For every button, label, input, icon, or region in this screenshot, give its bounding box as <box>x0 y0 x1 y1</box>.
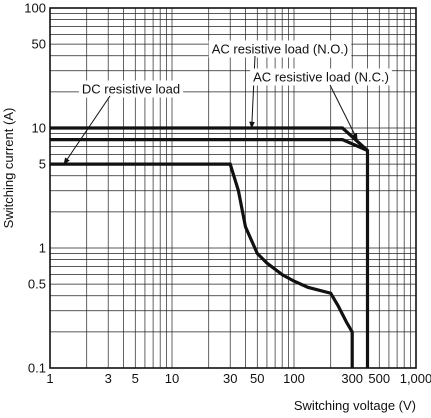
series-line-3 <box>50 162 354 368</box>
x-tick-label: 10 <box>165 371 179 386</box>
annotations: AC resistive load (N.O.) AC resistive loa… <box>63 40 392 165</box>
annotation-label: DC resistive load <box>82 82 180 97</box>
y-tick-label: 100 <box>24 1 46 16</box>
y-tick-label: 50 <box>32 37 46 52</box>
series-line-2 <box>50 138 369 152</box>
x-tick-label: 5 <box>132 371 139 386</box>
x-tick-label: 3 <box>105 371 112 386</box>
tick-labels: 1 3 5 10 30 50 100 300 500 1,000 0.1 0.5 1 5 10 50 100 <box>24 1 431 387</box>
annotation-arrow <box>249 55 256 129</box>
x-tick-label: 100 <box>283 371 305 386</box>
x-axis-label: Switching voltage (V) <box>294 398 416 413</box>
plot-frame <box>49 7 417 369</box>
annotation-label: AC resistive load (N.O.) <box>212 42 349 57</box>
y-tick-label: 10 <box>32 121 46 136</box>
y-axis-label: Switching current (A) <box>1 108 16 229</box>
x-tick-label: 1 <box>46 371 53 386</box>
annotation-box <box>78 80 184 98</box>
x-tick-label: 1,000 <box>400 371 431 386</box>
x-tick-label: 30 <box>223 371 237 386</box>
x-tick-label: 300 <box>341 371 363 386</box>
annotation-box <box>250 68 392 86</box>
annotation-arrow <box>329 84 358 141</box>
y-tick-label: 0.5 <box>28 277 46 292</box>
annotation-arrow <box>63 95 111 165</box>
y-tick-label: 1 <box>39 241 46 256</box>
x-tick-label: 500 <box>368 371 390 386</box>
x-tick-label: 50 <box>250 371 264 386</box>
y-tick-label: 5 <box>39 157 46 172</box>
annotation-box <box>208 40 352 58</box>
y-tick-label: 0.1 <box>28 361 46 376</box>
annotation-label: AC resistive load (N.C.) <box>253 70 389 85</box>
grid <box>50 8 416 368</box>
